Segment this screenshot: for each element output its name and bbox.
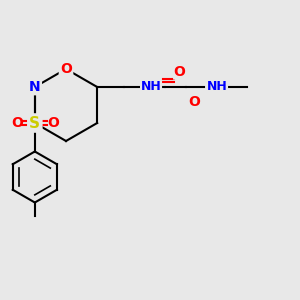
Text: NH: NH	[207, 80, 227, 94]
Text: O: O	[47, 116, 59, 130]
Text: NH: NH	[141, 80, 161, 94]
Text: O: O	[11, 116, 23, 130]
Text: S: S	[29, 116, 40, 130]
Text: O: O	[174, 65, 186, 79]
Text: O: O	[189, 95, 201, 109]
Text: N: N	[29, 80, 40, 94]
Text: O: O	[60, 62, 72, 76]
